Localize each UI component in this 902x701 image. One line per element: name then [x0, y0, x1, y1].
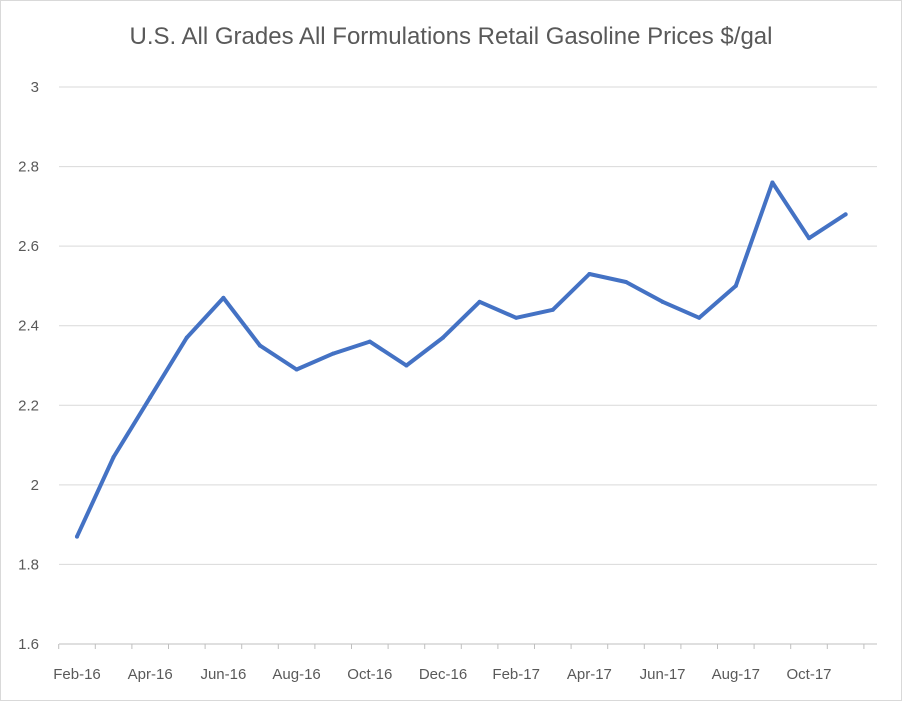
data-point: [697, 315, 702, 320]
y-tick-label: 1.8: [18, 556, 39, 573]
gridlines: [59, 86, 877, 645]
x-tick-label: Feb-17: [492, 666, 540, 683]
y-tick-label: 2.6: [18, 238, 39, 255]
data-point: [587, 271, 592, 276]
x-tick-label: Apr-17: [567, 666, 612, 683]
data-point: [331, 351, 336, 356]
data-point: [770, 180, 775, 185]
data-point: [367, 339, 372, 344]
data-point: [550, 307, 555, 312]
x-tick-label: Aug-17: [712, 666, 760, 683]
x-tick-label: Apr-16: [128, 666, 173, 683]
x-tick-label: Jun-16: [200, 666, 246, 683]
x-tick-label: Jun-17: [640, 666, 686, 683]
y-tick-label: 1.6: [18, 636, 39, 653]
data-point: [258, 343, 262, 348]
data-point: [75, 534, 79, 539]
data-point: [148, 395, 153, 400]
x-tick-label: Dec-16: [419, 666, 467, 683]
data-point: [184, 335, 189, 340]
x-axis-ticks: Feb-16 Apr-16 Jun-16 Aug-16 Oct-16 Dec-16 Feb-…: [53, 644, 865, 683]
data-point: [624, 279, 628, 284]
y-axis-ticks: 1.6 1.8 2 2.2 2.4 2.6 2.8 3: [18, 79, 39, 653]
series-line: [75, 180, 848, 539]
data-point: [441, 335, 445, 340]
series-layer: [75, 180, 848, 539]
y-tick-label: 2.2: [18, 397, 39, 414]
data-point: [221, 295, 226, 300]
chart-title: U.S. All Grades All Formulations Retail …: [129, 23, 773, 50]
x-tick-label: Aug-16: [272, 666, 320, 683]
y-tick-label: 2: [31, 477, 39, 494]
data-point: [733, 283, 738, 288]
data-point: [843, 212, 848, 217]
y-tick-label: 2.4: [18, 318, 39, 335]
x-tick-label: Oct-16: [347, 666, 392, 683]
data-point: [477, 299, 482, 304]
x-tick-label: Feb-16: [53, 666, 101, 683]
data-point: [807, 236, 811, 241]
data-point: [660, 299, 665, 304]
x-tick-label: Oct-17: [786, 666, 831, 683]
y-tick-label: 3: [31, 79, 39, 96]
y-tick-label: 2.8: [18, 159, 39, 176]
data-point: [514, 315, 519, 320]
data-point: [404, 363, 409, 368]
data-point: [111, 455, 116, 460]
data-point: [294, 367, 299, 372]
